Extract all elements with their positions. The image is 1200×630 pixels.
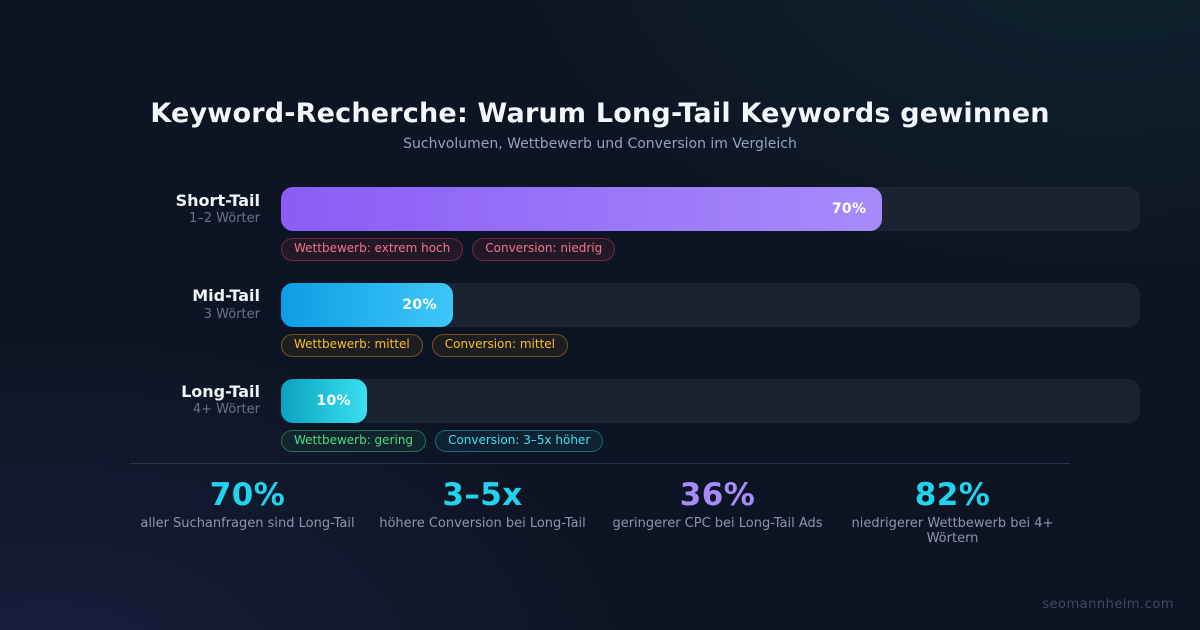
- tag-group: Wettbewerb: mittel Conversion: mittel: [281, 333, 1140, 357]
- tag-group: Wettbewerb: extrem hoch Conversion: nied…: [281, 238, 1140, 261]
- stat-value: 3–5x: [442, 477, 523, 513]
- stat-longtail-share: 70% aller Suchanfragen sind Long-Tail: [130, 477, 365, 546]
- stat-value: 70%: [209, 477, 286, 513]
- row-header: Long-Tail 4+ Wörter: [130, 379, 281, 423]
- bar-column: 10% Wettbewerb: gering Conversion: 3–5x …: [281, 378, 1140, 453]
- competition-badge: Wettbewerb: extrem hoch: [281, 238, 464, 261]
- stat-competition-reduction: 82% niedrigerer Wettbewerb bei 4+ Wörter…: [835, 477, 1070, 546]
- tag-group: Wettbewerb: gering Conversion: 3–5x höhe…: [281, 429, 1140, 453]
- stat-label: aller Suchanfragen sind Long-Tail: [140, 516, 355, 531]
- conversion-badge: Conversion: mittel: [431, 333, 569, 357]
- stat-value: 36%: [679, 477, 756, 513]
- bar-column: 70% Wettbewerb: extrem hoch Conversion: …: [281, 187, 1140, 261]
- bar-fill: 70%: [281, 187, 883, 231]
- row-sublabel: 1–2 Wörter: [188, 210, 260, 226]
- conversion-badge: Conversion: niedrig: [472, 238, 616, 261]
- page-title: Keyword-Recherche: Warum Long-Tail Keywo…: [150, 98, 1050, 129]
- stat-label: niedrigerer Wettbewerb bei 4+ Wörtern: [851, 516, 1054, 546]
- row-sublabel: 4+ Wörter: [192, 402, 260, 418]
- bar-fill: 20%: [281, 282, 453, 327]
- stat-label: höhere Conversion bei Long-Tail: [379, 516, 586, 531]
- row-label: Mid-Tail: [192, 286, 260, 306]
- bar-fill: 10%: [281, 378, 367, 423]
- competition-badge: Wettbewerb: gering: [281, 429, 427, 453]
- bar-value-label: 20%: [402, 296, 437, 313]
- row-label: Long-Tail: [181, 382, 260, 402]
- row-label: Short-Tail: [175, 190, 260, 210]
- bar-value-label: 10%: [316, 392, 351, 409]
- competition-badge: Wettbewerb: mittel: [281, 333, 423, 357]
- bar-value-label: 70%: [831, 201, 867, 217]
- bar-column: 20% Wettbewerb: mittel Conversion: mitte…: [281, 282, 1140, 357]
- chart-row-mid-tail: Mid-Tail 3 Wörter 20% Wettbewerb: mittel…: [130, 282, 1140, 357]
- page-subtitle: Suchvolumen, Wettbewerb und Conversion i…: [403, 136, 797, 152]
- conversion-badge: Conversion: 3–5x höher: [435, 429, 604, 453]
- chart-row-long-tail: Long-Tail 4+ Wörter 10% Wettbewerb: geri…: [130, 378, 1140, 453]
- stat-conversion-multiplier: 3–5x höhere Conversion bei Long-Tail: [365, 477, 600, 546]
- stat-cpc-savings: 36% geringerer CPC bei Long-Tail Ads: [600, 477, 835, 546]
- row-sublabel: 3 Wörter: [203, 306, 260, 322]
- watermark: seomannheim.com: [1042, 597, 1174, 612]
- bar-track: 20%: [281, 282, 1140, 327]
- bar-track: 70%: [281, 187, 1140, 231]
- stats-divider: [130, 463, 1070, 464]
- row-header: Mid-Tail 3 Wörter: [130, 283, 281, 327]
- stat-value: 82%: [914, 477, 991, 513]
- row-header: Short-Tail 1–2 Wörter: [130, 187, 281, 231]
- stat-label: geringerer CPC bei Long-Tail Ads: [612, 516, 823, 531]
- stats-row: 70% aller Suchanfragen sind Long-Tail 3–…: [130, 477, 1070, 546]
- bar-track: 10%: [281, 378, 1140, 423]
- bar-chart: Short-Tail 1–2 Wörter 70% Wettbewerb: ex…: [130, 187, 1140, 474]
- chart-row-short-tail: Short-Tail 1–2 Wörter 70% Wettbewerb: ex…: [130, 187, 1140, 261]
